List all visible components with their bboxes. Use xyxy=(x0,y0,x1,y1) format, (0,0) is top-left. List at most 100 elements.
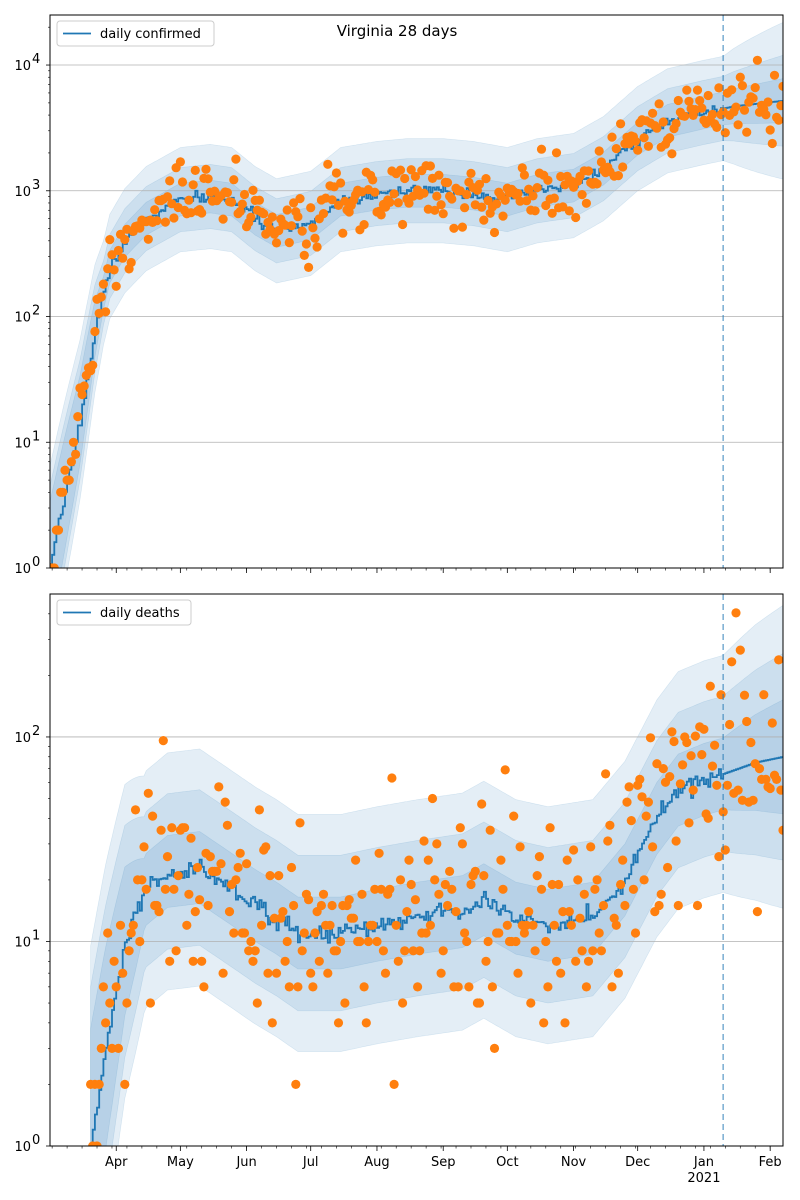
data-point xyxy=(727,85,737,95)
legend-label: daily deaths xyxy=(100,606,180,621)
data-point xyxy=(673,95,683,106)
data-point xyxy=(648,108,658,118)
data-point xyxy=(566,920,577,930)
data-point xyxy=(457,839,467,849)
data-point xyxy=(340,998,350,1008)
data-point xyxy=(79,381,89,391)
data-point xyxy=(372,936,382,947)
data-point xyxy=(333,1018,344,1028)
data-point xyxy=(291,1079,301,1089)
data-point xyxy=(389,189,399,199)
data-point xyxy=(126,928,136,938)
data-point xyxy=(667,149,677,159)
data-point xyxy=(160,884,170,894)
data-point xyxy=(688,785,698,795)
data-point xyxy=(203,900,213,911)
data-point xyxy=(274,871,284,881)
data-point xyxy=(188,180,198,190)
data-point xyxy=(427,793,438,804)
axes-frame xyxy=(49,593,784,1147)
data-point xyxy=(581,982,592,992)
y-tick-label: 10 xyxy=(14,562,31,577)
data-point xyxy=(201,164,211,174)
data-point xyxy=(267,1018,277,1028)
data-point xyxy=(220,797,230,807)
data-point xyxy=(720,845,730,855)
data-point xyxy=(316,900,326,911)
data-point xyxy=(376,210,386,220)
data-point xyxy=(419,188,429,198)
data-point xyxy=(402,907,412,917)
data-point xyxy=(310,928,320,938)
data-point xyxy=(408,946,418,956)
data-point xyxy=(162,192,173,202)
y-tick-exponent: 0 xyxy=(32,1133,40,1148)
data-point xyxy=(154,907,164,917)
data-point xyxy=(282,205,292,215)
data-point xyxy=(474,998,485,1008)
data-point xyxy=(295,818,305,828)
data-point xyxy=(735,645,745,655)
data-point xyxy=(229,175,239,185)
data-point xyxy=(98,982,108,992)
data-point xyxy=(216,859,226,869)
data-point xyxy=(60,465,70,475)
data-point xyxy=(750,83,760,93)
data-point xyxy=(522,920,532,930)
data-point xyxy=(143,788,153,798)
data-point xyxy=(682,85,692,95)
data-point xyxy=(558,907,568,917)
data-point xyxy=(618,162,628,172)
data-point xyxy=(481,174,491,184)
y-tick-label: 10 xyxy=(14,185,31,200)
data-point xyxy=(96,1043,106,1053)
data-point xyxy=(250,946,260,956)
data-point xyxy=(254,195,264,205)
data-point xyxy=(616,119,626,129)
data-point xyxy=(697,750,707,760)
data-point xyxy=(778,825,783,835)
data-point xyxy=(404,198,414,208)
data-point xyxy=(101,1018,111,1028)
data-point xyxy=(244,946,254,956)
data-point xyxy=(498,211,508,221)
data-point xyxy=(265,871,275,881)
data-point xyxy=(212,866,222,877)
data-point xyxy=(592,179,602,189)
data-point xyxy=(197,956,207,966)
data-point xyxy=(323,159,333,169)
data-point xyxy=(177,177,188,187)
data-point xyxy=(710,740,720,750)
data-point xyxy=(374,848,384,858)
data-point xyxy=(534,852,545,862)
data-point xyxy=(551,148,562,158)
data-point xyxy=(235,206,245,217)
data-point xyxy=(530,946,540,956)
data-point xyxy=(257,920,267,930)
data-point xyxy=(242,859,252,869)
data-point xyxy=(752,907,763,917)
data-point xyxy=(528,191,538,201)
data-point xyxy=(611,920,621,930)
data-point xyxy=(389,1079,399,1089)
data-point xyxy=(120,1079,130,1089)
data-point xyxy=(725,719,735,730)
data-point xyxy=(607,982,617,992)
data-point xyxy=(630,928,641,938)
data-point xyxy=(712,122,722,132)
data-point xyxy=(385,884,395,894)
data-point xyxy=(502,920,512,930)
data-point xyxy=(438,209,448,219)
data-point xyxy=(447,194,457,204)
data-point xyxy=(124,946,134,956)
data-point xyxy=(669,736,679,747)
y-tick-label: 10 xyxy=(14,311,31,326)
data-point xyxy=(581,198,592,208)
data-point xyxy=(596,157,607,167)
data-point xyxy=(195,895,205,905)
y-tick-label: 10 xyxy=(14,731,31,746)
data-point xyxy=(105,998,115,1008)
x-tick-label: Dec xyxy=(625,1155,650,1170)
y-tick-label: 10 xyxy=(14,935,31,950)
data-point xyxy=(731,102,741,112)
